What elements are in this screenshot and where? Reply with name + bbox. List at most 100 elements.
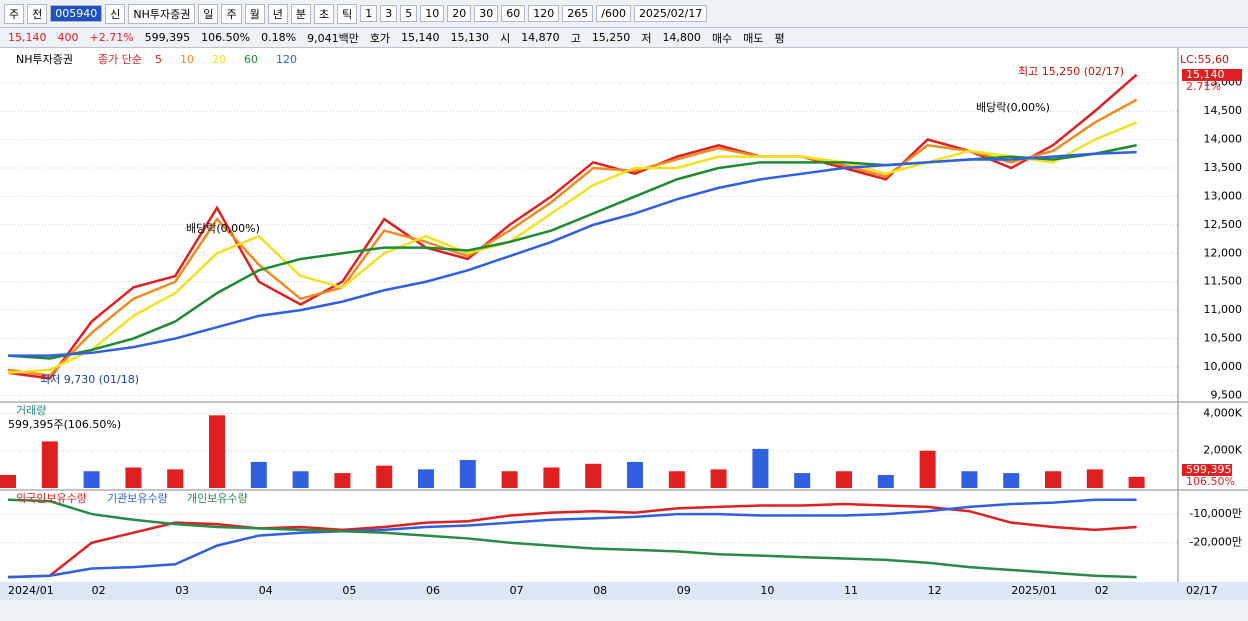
volume-bar xyxy=(167,469,184,488)
volume-bar xyxy=(292,471,309,488)
annotation: 배당락(0,00%) xyxy=(976,101,1050,114)
x-tick-label: 07 xyxy=(510,584,524,597)
volume-bar xyxy=(1086,469,1103,488)
annotation: 최저 9,730 (01/18) xyxy=(40,373,139,386)
quote-item[interactable]: 14,800 xyxy=(662,31,701,44)
chart: 2024/01 02 03 04 05 06 07 08 09 10 11 12 2025/01 02 02… xyxy=(0,48,1248,621)
quote-item[interactable]: 106.50% xyxy=(201,31,251,44)
quote-item[interactable]: 호가 xyxy=(369,31,391,45)
y-tick-label: 12,000 xyxy=(1204,246,1243,259)
toolbar-item[interactable]: 일 xyxy=(198,3,219,24)
y-tick-label: 14,000 xyxy=(1204,133,1243,146)
annotation: 2.71% xyxy=(1186,80,1221,93)
toolbar-item[interactable]: 전 xyxy=(27,3,48,24)
toolbar-item[interactable]: 3 xyxy=(380,5,398,22)
toolbar-item[interactable]: 60 xyxy=(501,5,526,22)
y-tick-label: 10,000 xyxy=(1204,360,1243,373)
y-tick-label: 14,500 xyxy=(1204,104,1243,117)
x-tick-label: 02/17 xyxy=(1186,584,1218,597)
toolbar-item[interactable]: 120 xyxy=(528,5,560,22)
volume-bar xyxy=(1003,473,1020,488)
volume-tag: 599,395 xyxy=(1186,463,1232,476)
quote-item[interactable]: 매수 xyxy=(711,31,733,45)
quote-item[interactable]: 시 xyxy=(500,31,511,45)
quote-item[interactable]: 저 xyxy=(641,31,652,45)
toolbar-item[interactable]: 20 xyxy=(447,5,472,22)
scrollbar[interactable] xyxy=(0,600,1248,621)
legend-entry: 개인보유수량 xyxy=(187,492,248,505)
ma-line xyxy=(7,98,1138,377)
toolbar-item[interactable]: 년 xyxy=(267,3,288,24)
volume-tag: 106.50% xyxy=(1186,475,1235,488)
y-tick-label: 13,500 xyxy=(1204,161,1243,174)
quote-item[interactable]: 매도 xyxy=(743,31,764,45)
quote-item[interactable]: 0.18% xyxy=(261,31,297,44)
toolbar-item[interactable]: 초 xyxy=(313,3,335,24)
x-tick-label: 03 xyxy=(175,584,189,597)
quote-item[interactable]: 14,870 xyxy=(521,31,560,44)
annotation: LC:55,60 xyxy=(1180,53,1229,66)
volume-bar xyxy=(41,441,58,488)
ma-line xyxy=(7,498,1137,579)
volume-bar xyxy=(543,467,560,488)
quote-item[interactable]: +2.71% xyxy=(89,31,134,44)
volume-bar xyxy=(836,471,852,488)
volume-bar xyxy=(710,469,727,488)
x-tick-label: 04 xyxy=(259,584,273,597)
quote-item[interactable]: 15,140 xyxy=(401,31,440,44)
toolbar-item[interactable]: /600 xyxy=(596,5,631,22)
x-tick-label: 12 xyxy=(928,584,942,597)
volume-tag-bg xyxy=(1182,464,1232,476)
volume-bar xyxy=(668,471,685,488)
x-tick-label: 02 xyxy=(1095,584,1109,597)
quote-item[interactable]: 9,041백만 xyxy=(307,31,359,45)
y-tick-label: -10,000만 xyxy=(1189,507,1242,520)
x-tick-label: 2025/01 xyxy=(1011,584,1057,597)
quote-item[interactable]: 400 xyxy=(57,31,79,44)
legend-entry: 120 xyxy=(276,53,297,66)
toolbar: 주 전 005940 신 NH투자증권 일 주 월 년 분 초 틱 1 3 5 10 20 30 60 120 265/… xyxy=(0,0,1248,28)
toolbar-item[interactable]: 주 xyxy=(221,3,242,24)
quote-item[interactable]: 599,395 xyxy=(144,31,191,44)
toolbar-item[interactable]: 265 xyxy=(562,5,594,22)
y-tick-label: 11,000 xyxy=(1204,303,1243,316)
y-tick-label: 13,000 xyxy=(1204,189,1243,202)
toolbar-item[interactable]: 신 xyxy=(105,3,126,24)
volume-bar xyxy=(877,474,894,488)
x-tick-label: 10 xyxy=(760,584,774,597)
quote-item[interactable]: 15,140 xyxy=(8,31,47,44)
quote-item[interactable]: 15,250 xyxy=(591,31,631,44)
volume-bar xyxy=(961,471,978,488)
ma-line xyxy=(7,121,1138,374)
toolbar-item[interactable]: 1 xyxy=(360,5,378,22)
toolbar-item[interactable]: NH투자증권 xyxy=(128,3,196,24)
y-tick-label: 11,500 xyxy=(1204,275,1243,288)
date-axis-bg xyxy=(0,582,1248,600)
toolbar-item[interactable]: 10 xyxy=(420,5,445,22)
volume-bar xyxy=(501,471,518,488)
quote-item[interactable]: 15,130 xyxy=(450,31,490,44)
toolbar-item[interactable]: 005940 xyxy=(50,5,103,22)
legend-label: 종가 단순 xyxy=(98,53,142,66)
legend-entry: 20 xyxy=(212,53,226,66)
legend-entry: 외국인보유수량 xyxy=(16,492,87,505)
toolbar-item[interactable]: 월 xyxy=(244,3,265,24)
price-tag-bg xyxy=(1182,69,1242,81)
toolbar-item[interactable]: 틱 xyxy=(337,3,358,24)
ma-line xyxy=(7,73,1138,380)
quote-item[interactable]: 고 xyxy=(570,31,581,45)
panel-title: 거래량 xyxy=(16,404,46,417)
quote-item[interactable]: 평 xyxy=(774,31,785,45)
chart-title: NH투자증권 xyxy=(16,53,73,66)
volume-bar xyxy=(919,450,936,488)
y-tick-label: 10,500 xyxy=(1204,332,1243,345)
toolbar-item[interactable]: 5 xyxy=(400,5,418,22)
ma-line xyxy=(8,150,1137,357)
toolbar-item[interactable]: 주 xyxy=(4,3,25,24)
panel-subtitle: 599,395주(106.50%) xyxy=(8,418,121,431)
toolbar-item[interactable]: 30 xyxy=(474,5,499,22)
toolbar-item[interactable]: 2025/02/17 xyxy=(633,5,708,22)
x-tick-label: 06 xyxy=(426,584,440,597)
x-tick-label: 02 xyxy=(92,584,106,597)
toolbar-item[interactable]: 분 xyxy=(290,3,311,24)
